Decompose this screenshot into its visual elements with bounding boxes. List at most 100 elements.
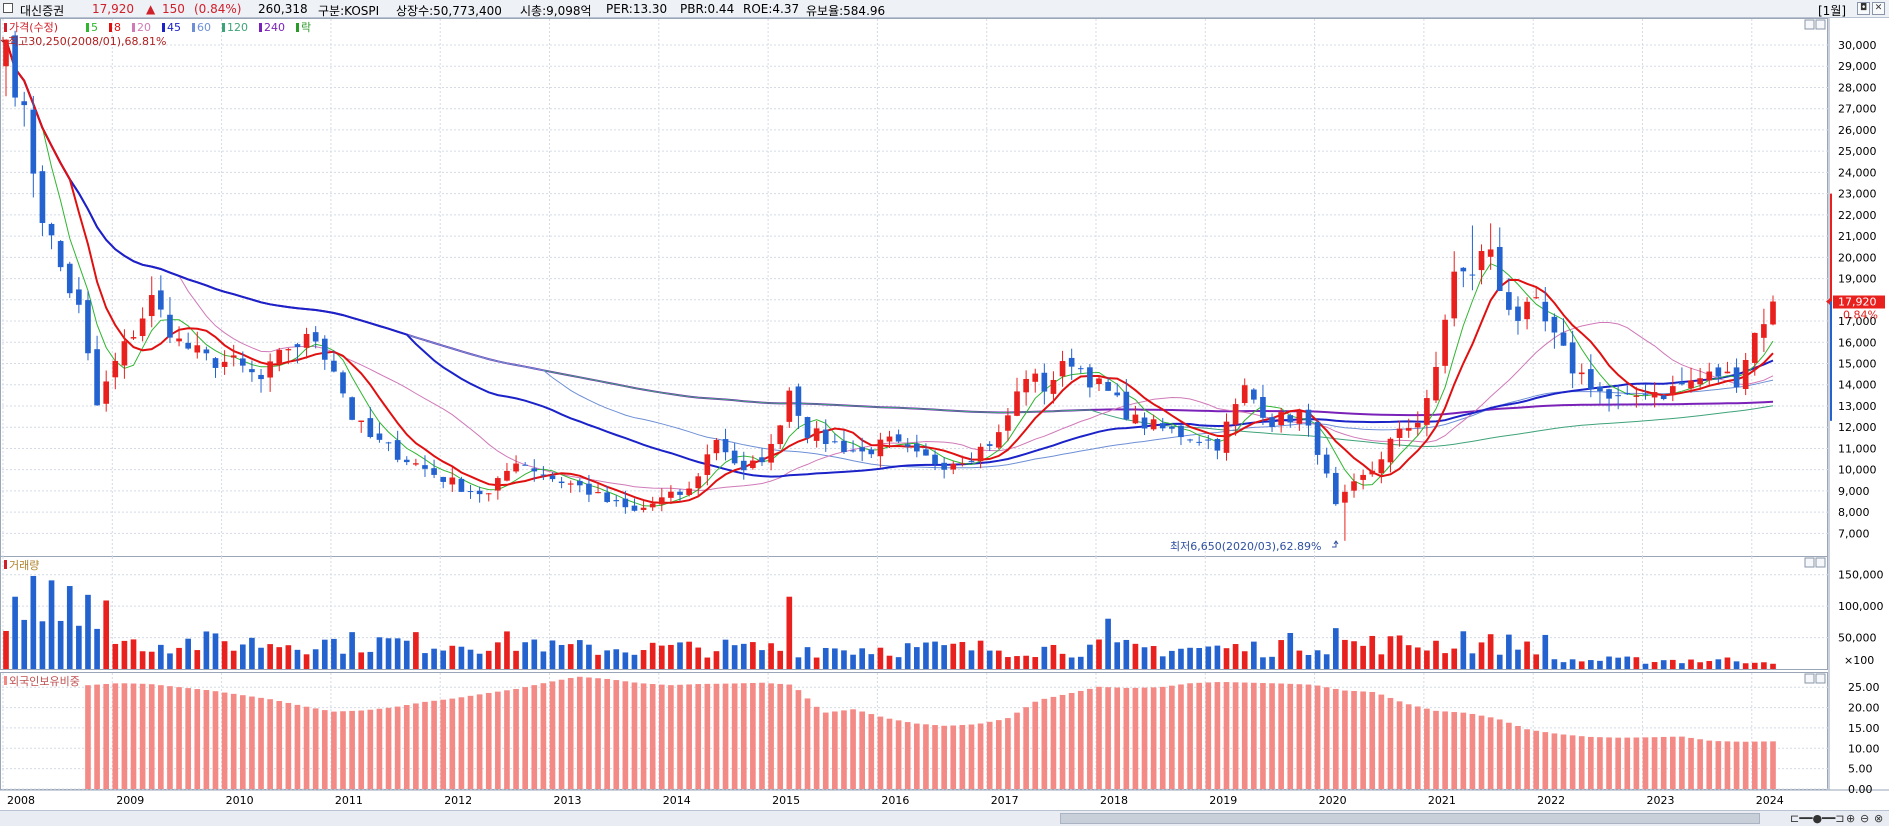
candle[interactable] xyxy=(1578,372,1585,375)
foreign-ratio-bar[interactable] xyxy=(103,683,110,789)
volume-bar[interactable] xyxy=(458,646,465,669)
foreign-ratio-bar[interactable] xyxy=(1688,737,1694,789)
volume-bar[interactable] xyxy=(76,625,82,669)
candle[interactable] xyxy=(1305,409,1312,426)
volume-bar[interactable] xyxy=(1433,640,1439,669)
volume-bar[interactable] xyxy=(57,620,64,669)
foreign-ratio-bar[interactable] xyxy=(1751,741,1758,789)
candle[interactable] xyxy=(658,497,665,505)
foreign-ratio-bar[interactable] xyxy=(230,693,237,789)
foreign-ratio-bar[interactable] xyxy=(1679,736,1685,789)
foreign-ratio-bar[interactable] xyxy=(1469,713,1476,789)
foreign-ratio-bar[interactable] xyxy=(1742,741,1749,789)
candle[interactable] xyxy=(1751,332,1758,363)
volume-bar[interactable] xyxy=(1697,662,1703,669)
candle[interactable] xyxy=(1314,422,1321,455)
volume-bar[interactable] xyxy=(1378,654,1385,669)
foreign-ratio-bar[interactable] xyxy=(130,683,137,789)
foreign-ratio-bar[interactable] xyxy=(1314,685,1321,789)
volume-bar[interactable] xyxy=(1314,650,1321,669)
foreign-ratio-bar[interactable] xyxy=(513,688,519,789)
candle[interactable] xyxy=(1150,419,1157,430)
foreign-ratio-bar[interactable] xyxy=(1515,725,1521,789)
foreign-ratio-bar[interactable] xyxy=(540,683,547,789)
foreign-ratio-bar[interactable] xyxy=(267,699,273,789)
volume-bar[interactable] xyxy=(540,651,547,669)
foreign-ratio-bar[interactable] xyxy=(695,684,702,789)
volume-bar[interactable] xyxy=(1424,650,1430,669)
foreign-ratio-bar[interactable] xyxy=(1360,691,1366,789)
foreign-ratio-bar[interactable] xyxy=(431,700,437,789)
foreign-ratio-bar[interactable] xyxy=(1588,736,1594,789)
candle[interactable] xyxy=(1396,428,1403,438)
foreign-ratio-bar[interactable] xyxy=(1533,730,1540,789)
volume-bar[interactable] xyxy=(1369,635,1376,669)
foreign-ratio-bar[interactable] xyxy=(859,711,865,789)
foreign-ratio-bar[interactable] xyxy=(941,725,947,789)
candle[interactable] xyxy=(285,349,292,351)
candle[interactable] xyxy=(1442,319,1448,366)
volume-bar[interactable] xyxy=(759,650,765,669)
foreign-ratio-bar[interactable] xyxy=(1615,737,1621,789)
foreign-ratio-bar[interactable] xyxy=(1369,691,1376,789)
candle[interactable] xyxy=(1515,306,1521,321)
candle[interactable] xyxy=(1560,332,1567,346)
foreign-ratio-bar[interactable] xyxy=(458,697,465,789)
candle[interactable] xyxy=(576,480,583,486)
foreign-ratio-bar[interactable] xyxy=(686,684,692,789)
volume-bar[interactable] xyxy=(1114,642,1121,669)
foreign-ratio-bar[interactable] xyxy=(1433,710,1439,789)
volume-bar[interactable] xyxy=(1232,644,1239,669)
foreign-ratio-bar[interactable] xyxy=(440,699,447,789)
foreign-ratio-bar[interactable] xyxy=(986,721,993,789)
candle[interactable] xyxy=(1077,368,1084,370)
foreign-ratio-bar[interactable] xyxy=(1296,684,1303,789)
volume-bar[interactable] xyxy=(1515,649,1521,669)
candle[interactable] xyxy=(203,349,210,354)
volume-bar[interactable] xyxy=(467,649,474,669)
volume-bar[interactable] xyxy=(668,644,674,669)
candle[interactable] xyxy=(212,358,219,368)
candle[interactable] xyxy=(832,441,838,443)
volume-bar[interactable] xyxy=(249,637,255,669)
volume-bar[interactable] xyxy=(959,642,966,669)
candle[interactable] xyxy=(950,463,957,470)
candle[interactable] xyxy=(731,450,738,464)
foreign-ratio-bar[interactable] xyxy=(422,701,428,789)
candle[interactable] xyxy=(312,332,319,342)
candle[interactable] xyxy=(1260,396,1266,418)
candle[interactable] xyxy=(1269,417,1275,427)
foreign-ratio-bar[interactable] xyxy=(1633,737,1640,789)
panel-close-icon[interactable] xyxy=(1815,19,1826,30)
candle[interactable] xyxy=(1469,274,1476,276)
candle[interactable] xyxy=(30,109,37,174)
foreign-ratio-bar[interactable] xyxy=(1169,685,1175,789)
foreign-ratio-bar[interactable] xyxy=(522,687,528,789)
foreign-ratio-bar[interactable] xyxy=(795,690,802,789)
candle[interactable] xyxy=(1023,378,1029,393)
candle[interactable] xyxy=(1688,380,1694,389)
volume-bar[interactable] xyxy=(995,650,1002,669)
volume-bar[interactable] xyxy=(1524,641,1530,669)
foreign-ratio-bar[interactable] xyxy=(121,683,128,789)
volume-bar[interactable] xyxy=(476,653,483,669)
foreign-ratio-bar[interactable] xyxy=(1506,722,1512,789)
foreign-ratio-bar[interactable] xyxy=(1405,704,1412,789)
volume-bar[interactable] xyxy=(586,644,592,669)
volume-bar[interactable] xyxy=(1642,663,1649,669)
volume-bar[interactable] xyxy=(531,639,538,669)
candle[interactable] xyxy=(85,300,91,354)
volume-bar[interactable] xyxy=(1560,662,1567,669)
foreign-ratio-bar[interactable] xyxy=(850,709,856,789)
volume-bar[interactable] xyxy=(194,650,201,669)
volume-bar[interactable] xyxy=(1405,645,1412,669)
candle[interactable] xyxy=(340,372,346,394)
candle[interactable] xyxy=(230,355,237,358)
foreign-ratio-bar[interactable] xyxy=(94,684,100,789)
foreign-ratio-bar[interactable] xyxy=(1014,712,1020,789)
volume-bar[interactable] xyxy=(1223,648,1230,669)
volume-bar[interactable] xyxy=(886,655,893,669)
foreign-ratio-bar[interactable] xyxy=(813,706,820,789)
foreign-ratio-bar[interactable] xyxy=(1068,692,1075,789)
foreign-ratio-bar[interactable] xyxy=(959,725,966,789)
